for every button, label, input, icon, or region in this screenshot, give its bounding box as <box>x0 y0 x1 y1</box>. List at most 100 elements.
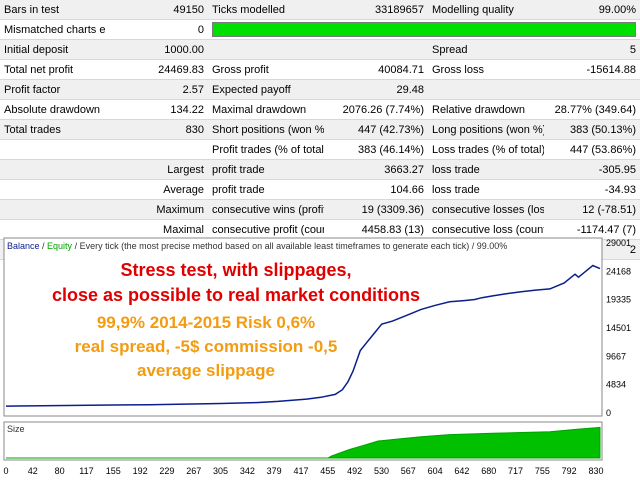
report-label: consecutive loss (count of ... <box>428 219 544 240</box>
report-value: -15614.88 <box>544 59 640 80</box>
x-tick-label: 680 <box>481 466 496 476</box>
report-value: 104.66 <box>324 179 428 200</box>
x-tick-label: 155 <box>106 466 121 476</box>
report-label <box>0 199 106 220</box>
report-value: -305.95 <box>544 159 640 180</box>
report-value: 33189657 <box>324 0 428 20</box>
chart-legend: Balance / Equity / Every tick (the most … <box>7 241 507 251</box>
x-tick-label: 530 <box>374 466 389 476</box>
report-label: Mismatched charts er... <box>0 19 106 40</box>
report-row: Absolute drawdown 134.22 Maximal drawdown 2… <box>0 99 640 120</box>
report-label: profit trade <box>208 179 324 200</box>
x-tick-label: 567 <box>401 466 416 476</box>
overlay-line-2: close as possible to real market conditi… <box>52 285 420 305</box>
report-value <box>106 139 208 160</box>
report-value: 1000.00 <box>106 39 208 60</box>
report-row: Average profit trade 104.66 loss trade -34.9… <box>0 179 640 200</box>
size-area <box>6 426 601 459</box>
x-tick-label: 642 <box>454 466 469 476</box>
mismatch-indicator-bar <box>208 19 640 40</box>
x-tick-label: 492 <box>347 466 362 476</box>
report-value: 383 (50.13%) <box>544 119 640 140</box>
y-tick-label: 24168 <box>606 266 631 276</box>
overlay-line-5: average slippage <box>137 361 275 380</box>
x-tick-label: 192 <box>133 466 148 476</box>
report-label: Bars in test <box>0 0 106 20</box>
report-value: 19 (3309.36) <box>324 199 428 220</box>
report-label: consecutive losses (loss in ... <box>428 199 544 220</box>
report-label: Maximum <box>106 199 208 220</box>
quality-bar <box>212 22 636 37</box>
report-label <box>428 79 544 100</box>
report-label <box>0 219 106 240</box>
y-tick-label: 19335 <box>606 295 631 305</box>
report-label <box>0 139 106 160</box>
report-value: 2.57 <box>106 79 208 100</box>
legend-method: / Every tick (the most precise method ba… <box>72 241 507 251</box>
report-value: 40084.71 <box>324 59 428 80</box>
y-axis-ticks: 29001 24168 19335 14501 9667 4834 0 <box>606 238 631 418</box>
report-label: Gross loss <box>428 59 544 80</box>
report-label: Maximal drawdown <box>208 99 324 120</box>
legend-balance: Balance <box>7 241 40 251</box>
report-value: -1174.47 (7) <box>544 219 640 240</box>
report-label: Initial deposit <box>0 39 106 60</box>
report-label: consecutive profit (count ... <box>208 219 324 240</box>
report-label <box>0 159 106 180</box>
y-tick-label: 9667 <box>606 351 626 361</box>
report-label: loss trade <box>428 179 544 200</box>
x-tick-label: 305 <box>213 466 228 476</box>
report-label: profit trade <box>208 159 324 180</box>
report-row: Largest profit trade 3663.27 loss trade -305… <box>0 159 640 180</box>
report-value: 447 (53.86%) <box>544 139 640 160</box>
report-value: 5 <box>544 39 640 60</box>
report-label: Profit factor <box>0 79 106 100</box>
x-tick-label: 229 <box>159 466 174 476</box>
report-label: Long positions (won %) <box>428 119 544 140</box>
report-label: Absolute drawdown <box>0 99 106 120</box>
report-label: Ticks modelled <box>208 0 324 20</box>
overlay-annotation: Stress test, with slippages, close as po… <box>52 260 420 380</box>
report-value: 447 (42.73%) <box>324 119 428 140</box>
report-label: Total net profit <box>0 59 106 80</box>
report-label: Gross profit <box>208 59 324 80</box>
report-row: Total net profit 24469.83 Gross profit 4008… <box>0 59 640 80</box>
legend-equity: Equity <box>47 241 73 251</box>
report-label <box>208 39 324 60</box>
report-row: Profit trades (% of total) 383 (46.14%) Lo… <box>0 139 640 160</box>
report-row: Total trades 830 Short positions (won %) 44… <box>0 119 640 140</box>
report-row: Initial deposit 1000.00 Spread 5 <box>0 39 640 60</box>
report-row: Profit factor 2.57 Expected payoff 29.48 <box>0 79 640 100</box>
report-value: 383 (46.14%) <box>324 139 428 160</box>
report-table: Bars in test 49150 Ticks modelled 33189657 M… <box>0 0 640 260</box>
report-label: Largest <box>106 159 208 180</box>
report-label: Modelling quality <box>428 0 544 20</box>
report-value: 2076.26 (7.74%) <box>324 99 428 120</box>
report-label: Loss trades (% of total) <box>428 139 544 160</box>
y-tick-label: 4834 <box>606 380 626 390</box>
report-value: 49150 <box>106 0 208 20</box>
report-label: Expected payoff <box>208 79 324 100</box>
x-tick-label: 267 <box>186 466 201 476</box>
report-label: Relative drawdown <box>428 99 544 120</box>
y-tick-label: 29001 <box>606 238 631 248</box>
x-tick-label: 604 <box>428 466 443 476</box>
report-value: -34.93 <box>544 179 640 200</box>
y-tick-label: 0 <box>606 408 611 418</box>
x-tick-label: 417 <box>293 466 308 476</box>
report-value: 3663.27 <box>324 159 428 180</box>
y-tick-label: 14501 <box>606 323 631 333</box>
report-value <box>544 79 640 100</box>
balance-plot-frame <box>3 237 603 417</box>
x-tick-label: 792 <box>562 466 577 476</box>
x-tick-label: 80 <box>55 466 65 476</box>
report-value: 4458.83 (13) <box>324 219 428 240</box>
x-tick-label: 830 <box>588 466 603 476</box>
overlay-line-1: Stress test, with slippages, <box>120 260 351 280</box>
x-tick-label: 0 <box>3 466 8 476</box>
report-value: 24469.83 <box>106 59 208 80</box>
size-label: Size <box>7 424 25 434</box>
report-label: Total trades <box>0 119 106 140</box>
report-row: Bars in test 49150 Ticks modelled 33189657 M… <box>0 0 640 20</box>
